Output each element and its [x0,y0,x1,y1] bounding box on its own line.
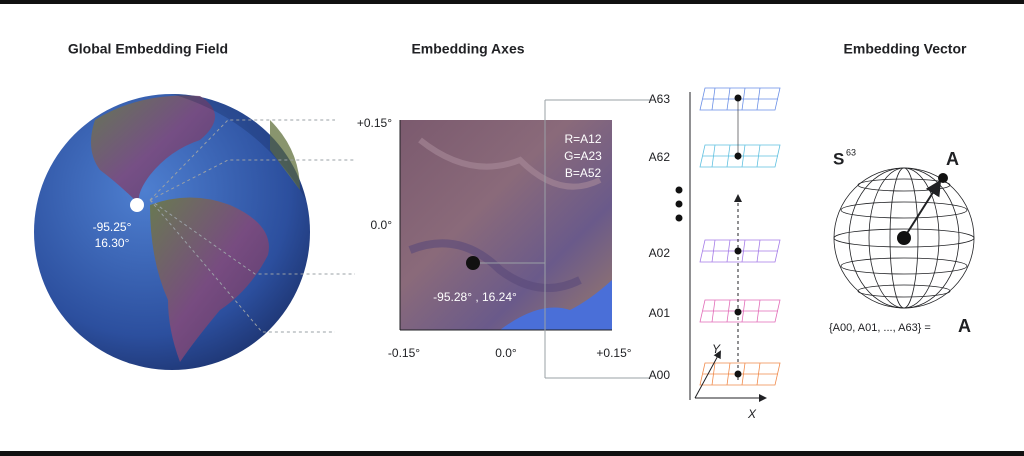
sphere-dim: 63 [846,147,856,157]
vector-label: A [946,149,959,169]
y-tick-label: 0.0° [371,218,393,232]
x-tick-label: -0.15° [388,346,420,360]
layer-label: A63 [649,92,671,106]
axis-label: X [747,407,757,421]
axis-label: Y [712,342,721,356]
sphere [833,167,975,309]
pixel-coord: -95.28° , 16.24° [433,290,517,304]
panel-title: Global Embedding Field [68,41,228,57]
layer-planes [699,87,781,386]
set-symbol: A [958,316,971,336]
bottom-bar [0,451,1024,456]
band-label: B=A52 [565,166,602,180]
panel-title: Embedding Vector [844,41,967,57]
layer-label: A02 [649,246,671,260]
layer-dots [675,94,742,378]
xy-axes [694,352,765,399]
band-label: G=A23 [564,149,602,163]
globe [34,94,310,370]
sphere-symbol: S [833,149,844,168]
connector [473,99,650,379]
satellite-image [400,120,612,330]
panel-title: Embedding Axes [411,41,524,57]
x-tick-label: 0.0° [495,346,517,360]
origin-dot [897,231,911,245]
vector-dot [938,173,948,183]
pixel-dot [466,256,480,270]
layer-label: A62 [649,150,671,164]
vector-arrow [903,179,942,239]
coord-label: 16.30° [95,236,130,250]
x-tick-label: +0.15° [596,346,631,360]
band-label: R=A12 [564,132,601,146]
layer-label: A01 [649,306,671,320]
coord-label: -95.25° [93,220,132,234]
layer-label: A00 [649,368,671,382]
location-dot [130,198,144,212]
y-tick-label: +0.15° [357,116,392,130]
set-text: {A00, A01, ..., A63} = [829,322,931,334]
top-bar [0,0,1024,4]
